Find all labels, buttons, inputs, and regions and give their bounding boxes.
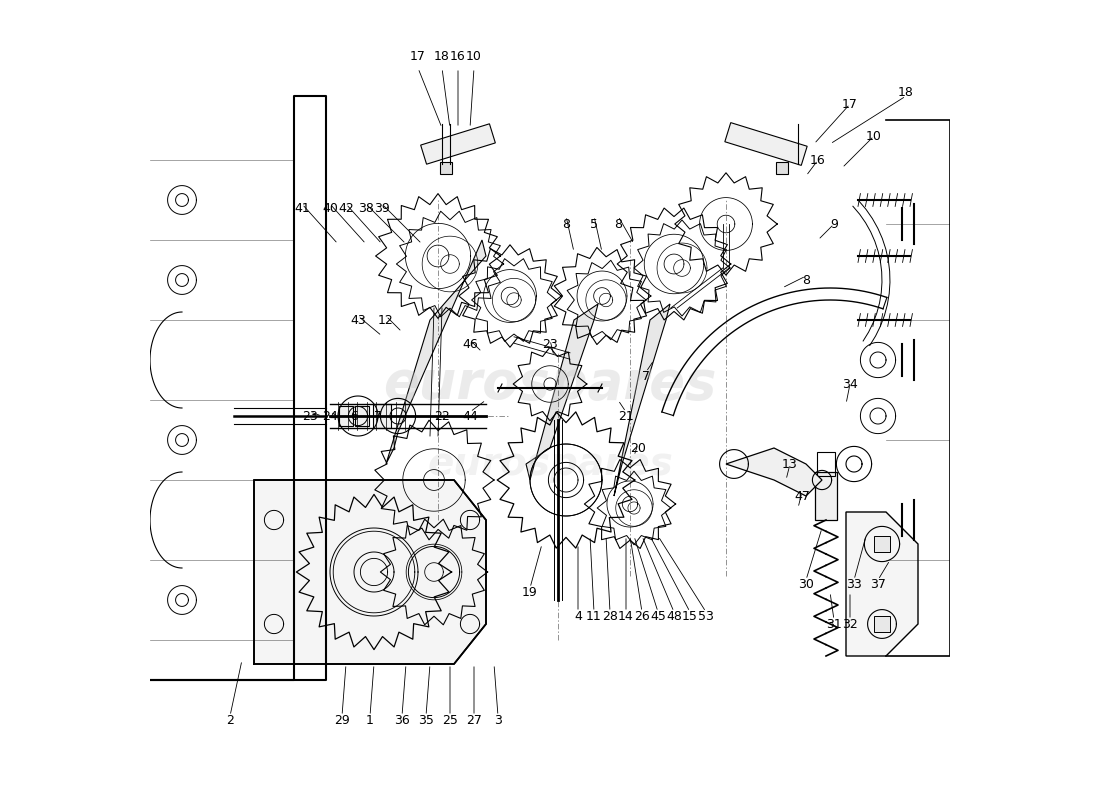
Text: 16: 16 <box>810 154 826 166</box>
Text: 5: 5 <box>590 218 598 230</box>
Text: 19: 19 <box>522 586 538 598</box>
Text: 31: 31 <box>826 618 842 630</box>
Text: 45: 45 <box>650 610 666 622</box>
Bar <box>373 404 390 428</box>
Text: 15: 15 <box>682 610 697 622</box>
Bar <box>815 472 837 520</box>
Text: 10: 10 <box>466 50 482 62</box>
Bar <box>440 162 452 174</box>
Text: 3: 3 <box>494 714 502 726</box>
Polygon shape <box>614 304 670 496</box>
Bar <box>874 536 890 552</box>
Text: 16: 16 <box>450 50 466 62</box>
Text: 6: 6 <box>350 410 358 422</box>
Bar <box>874 616 890 632</box>
Text: 23: 23 <box>542 338 558 350</box>
Text: 44: 44 <box>462 410 477 422</box>
Text: 26: 26 <box>634 610 650 622</box>
Text: 39: 39 <box>374 202 389 214</box>
Text: 35: 35 <box>418 714 433 726</box>
Text: 21: 21 <box>618 410 634 422</box>
Text: 29: 29 <box>334 714 350 726</box>
Text: eurospares: eurospares <box>383 358 717 410</box>
Text: 46: 46 <box>462 338 477 350</box>
Text: 11: 11 <box>586 610 602 622</box>
Text: 53: 53 <box>698 610 714 622</box>
Text: 12: 12 <box>378 314 394 326</box>
Polygon shape <box>386 240 486 464</box>
Text: 4: 4 <box>574 610 582 622</box>
Text: 43: 43 <box>350 314 366 326</box>
Text: 14: 14 <box>618 610 634 622</box>
Text: 17: 17 <box>410 50 426 62</box>
Text: 24: 24 <box>322 410 338 422</box>
Text: 10: 10 <box>866 130 882 142</box>
Text: 36: 36 <box>394 714 410 726</box>
Text: 30: 30 <box>799 578 814 590</box>
Text: 38: 38 <box>359 202 374 214</box>
Text: 41: 41 <box>294 202 310 214</box>
Text: 17: 17 <box>843 98 858 110</box>
Text: 34: 34 <box>843 378 858 390</box>
Text: 20: 20 <box>630 442 646 454</box>
Text: 40: 40 <box>322 202 338 214</box>
Text: 1: 1 <box>366 714 374 726</box>
Bar <box>339 406 353 426</box>
Bar <box>817 452 835 476</box>
Text: 33: 33 <box>846 578 862 590</box>
Polygon shape <box>526 304 598 480</box>
Bar <box>355 406 370 426</box>
Text: 7: 7 <box>374 410 382 422</box>
Polygon shape <box>846 512 918 656</box>
Text: 2: 2 <box>227 714 234 726</box>
Text: 37: 37 <box>870 578 886 590</box>
Bar <box>776 162 788 174</box>
Text: 28: 28 <box>602 610 618 622</box>
Text: 27: 27 <box>466 714 482 726</box>
Text: 22: 22 <box>434 410 450 422</box>
Text: 32: 32 <box>843 618 858 630</box>
Text: 8: 8 <box>614 218 622 230</box>
Text: 13: 13 <box>782 458 797 470</box>
Polygon shape <box>254 480 486 664</box>
Text: eurospares: eurospares <box>427 445 673 483</box>
Text: 23: 23 <box>302 410 318 422</box>
Text: 42: 42 <box>338 202 354 214</box>
Bar <box>725 122 807 166</box>
Text: 25: 25 <box>442 714 458 726</box>
Text: 18: 18 <box>434 50 450 62</box>
Text: 9: 9 <box>830 218 838 230</box>
Text: 8: 8 <box>562 218 570 230</box>
Text: 8: 8 <box>802 274 810 286</box>
Bar <box>420 124 495 164</box>
Text: 18: 18 <box>898 86 914 98</box>
Polygon shape <box>726 448 822 496</box>
Text: 48: 48 <box>667 610 682 622</box>
Text: 47: 47 <box>794 490 810 502</box>
Text: 7: 7 <box>642 370 650 382</box>
